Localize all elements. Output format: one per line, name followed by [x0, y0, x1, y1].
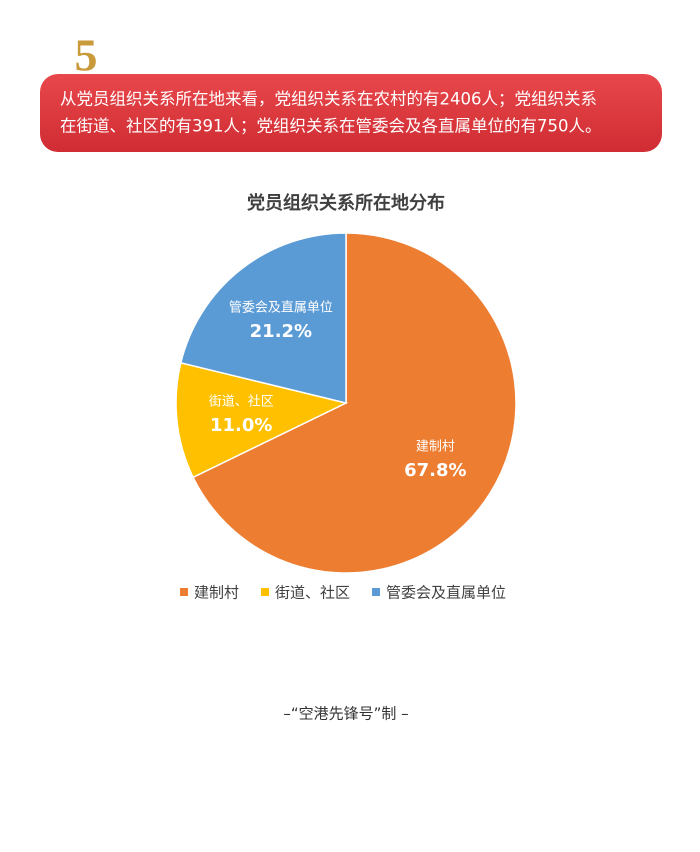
legend-label: 管委会及直属单位	[386, 584, 506, 602]
banner	[40, 74, 662, 152]
pie-slice	[192, 232, 517, 574]
slice-category: 街道、社区	[209, 394, 274, 410]
slice-category: 建制村	[416, 439, 455, 454]
section-number: 5	[75, 30, 98, 81]
pie-slice	[179, 232, 347, 404]
pie-slice	[175, 361, 349, 479]
banner-text: 从党员组织关系所在地来看，党组织关系在农村的有2406人；党组织关系	[60, 90, 597, 109]
legend-label: 街道、社区	[275, 584, 350, 602]
legend-swatch	[261, 588, 270, 596]
legend-swatch	[180, 588, 188, 596]
banner-text: 在街道、社区的有391人；党组织关系在管委会及各直属单位的有750人。	[60, 117, 602, 136]
legend-label: 建制村	[194, 584, 239, 602]
slice-label: 11.0%	[210, 415, 272, 436]
slice-label: 21.2%	[250, 321, 312, 342]
slice-label: 67.8%	[404, 460, 466, 481]
legend-swatch	[372, 588, 381, 596]
chart-title: 党员组织关系所在地分布	[247, 192, 445, 214]
pie: 建制村 67.8% 街道、社区 11.0% 管委会及直属单位 21.2%	[175, 232, 517, 574]
slice-category: 管委会及直属单位	[229, 301, 333, 316]
footer: –“空港先锋号”制 –	[283, 705, 408, 723]
legend: 建制村 街道、社区 管委会及直属单位	[180, 584, 506, 602]
